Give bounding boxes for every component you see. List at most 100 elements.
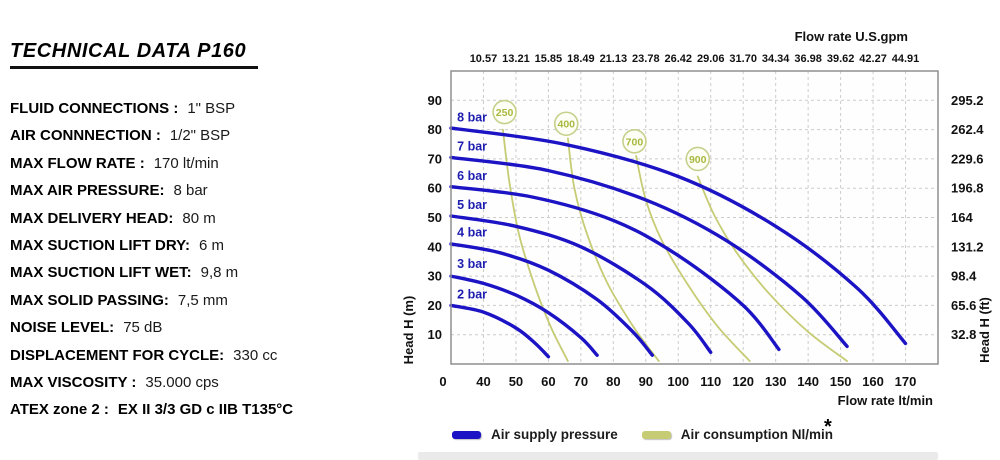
x-top-tick: 44.91: [892, 53, 920, 65]
legend-item-pressure: Air supply pressure: [452, 427, 618, 442]
y-right-axis-title: Head H (ft): [977, 297, 992, 363]
consumption-bubble-label: 400: [557, 119, 575, 131]
spec-value: EX II 3/3 GD c IIB T135°C: [117, 401, 294, 419]
spec-value: 6 m: [199, 237, 225, 255]
y-left-axis-title: Head H (m): [401, 296, 416, 365]
consumption-curve-700: [635, 155, 751, 362]
x-top-tick: 39.62: [827, 53, 855, 65]
pressure-curve-6-bar: [449, 185, 781, 352]
x-top-tick: 13.21: [502, 53, 530, 65]
y-left-tick: 70: [428, 151, 442, 166]
spec-row-2: MAX FLOW RATE : 170 lt/min: [10, 150, 410, 177]
x-bottom-axis-title: Flow rate lt/min: [838, 393, 933, 408]
y-left-tick: 60: [428, 181, 442, 196]
x-top-tick: 18.49: [567, 53, 595, 65]
consumption-curve-400: [567, 137, 660, 362]
y-left-tick: 50: [428, 210, 442, 225]
consumption-swatch: [641, 430, 671, 439]
x-tick: 40: [476, 374, 490, 389]
x-tick: 60: [541, 374, 555, 389]
x-tick: 170: [895, 374, 917, 389]
y-right-tick: 164: [951, 210, 973, 225]
spec-label: AIR CONNNECTION :: [10, 127, 161, 145]
pressure-curve-label: 7 bar: [457, 140, 487, 154]
spec-row-4: MAX DELIVERY HEAD: 80 m: [10, 205, 410, 232]
spec-label: FLUID CONNECTIONS :: [10, 100, 179, 117]
pressure-curve-7-bar: [449, 155, 849, 349]
spec-row-0: FLUID CONNECTIONS : 1" BSP: [10, 95, 410, 122]
pressure-curve-2-bar: [449, 303, 551, 359]
spec-value: 75 dB: [123, 319, 163, 337]
pressure-curve-label: 5 bar: [457, 198, 487, 212]
x-top-tick: 42.27: [859, 53, 887, 65]
spec-label: MAX AIR PRESSURE:: [10, 182, 165, 200]
x-tick: 160: [862, 374, 884, 389]
x-tick: 150: [830, 374, 852, 389]
x-top-tick: 36.98: [794, 53, 822, 65]
spec-value: 7,5 mm: [177, 291, 228, 309]
x-tick: 130: [765, 374, 787, 389]
consumption-bubble-900: [685, 146, 711, 172]
pressure-swatch: [452, 430, 481, 439]
spec-row-5: MAX SUCTION LIFT DRY: 6 m: [10, 232, 410, 259]
spec-label: NOISE LEVEL:: [10, 319, 115, 337]
consumption-bubble-250: [492, 99, 517, 125]
x-tick: 50: [509, 374, 523, 389]
x-tick-zero: 0: [439, 374, 446, 389]
pressure-curve-label: 8 bar: [457, 110, 487, 124]
pressure-curve-label: 4 bar: [457, 226, 487, 240]
spec-value: 80 m: [182, 209, 216, 227]
consumption-bubbles: 250 400 700 900: [492, 99, 711, 172]
y-left-tick: 40: [428, 239, 442, 254]
consumption-bubble-label: 900: [689, 154, 707, 166]
spec-value: 170 lt/min: [153, 154, 219, 172]
x-top-tick: 34.34: [762, 53, 790, 65]
spec-label: MAX VISCOSITY :: [10, 374, 137, 392]
pressure-curve-label: 3 bar: [457, 257, 487, 271]
x-tick: 140: [797, 374, 819, 389]
x-top-tick: 10.57: [470, 53, 498, 65]
page-title: TECHNICAL DATA P160: [10, 40, 259, 69]
spec-row-3: MAX AIR PRESSURE: 8 bar: [10, 177, 410, 204]
y-left-tick: 80: [428, 122, 442, 137]
pressure-curve-5-bar: [449, 214, 713, 354]
x-tick: 90: [639, 374, 653, 389]
y-left-ticks: 10 20 30 40 50 60 70 80 90: [428, 93, 442, 342]
plot-area: [451, 71, 938, 364]
footnote-asterisk: *: [824, 416, 832, 438]
y-right-tick: 65.6: [951, 298, 976, 313]
y-right-tick: 196.8: [951, 181, 984, 196]
spec-row-9: DISPLACEMENT FOR CYCLE: 330 cc: [10, 342, 410, 369]
x-top-ticks: 10.57 13.21 15.85 18.49 21.13 23.78 26.42 29.06…: [470, 53, 920, 65]
spec-label: MAX DELIVERY HEAD:: [10, 209, 174, 227]
spec-list: FLUID CONNECTIONS : 1" BSP AIR CONNNECTION…: [10, 95, 410, 424]
x-tick: 100: [667, 374, 689, 389]
x-top-tick: 26.42: [665, 53, 693, 65]
x-tick: 80: [606, 374, 620, 389]
x-top-tick: 31.70: [729, 53, 757, 65]
consumption-curve-900: [696, 175, 848, 362]
y-right-tick: 98.4: [951, 269, 977, 284]
pressure-curve-label: 2 bar: [457, 287, 487, 301]
spec-label: MAX SUCTION LIFT DRY:: [10, 237, 190, 255]
consumption-legend-label: Air consumption Nl/min: [680, 427, 834, 442]
x-top-tick: 29.06: [697, 53, 725, 65]
spec-row-11: ATEX zone 2 : EX II 3/3 GD c IIB T135°C: [10, 396, 410, 423]
spec-value: 9,8 m: [200, 264, 239, 282]
y-right-tick: 295.2: [951, 93, 984, 108]
consumption-bubble-label: 250: [496, 107, 514, 119]
spec-row-7: MAX SOLID PASSING: 7,5 mm: [10, 287, 410, 314]
y-right-tick: 229.6: [951, 151, 984, 166]
plot-frame: [450, 70, 939, 365]
spec-row-1: AIR CONNNECTION : 1/2" BSP: [10, 122, 410, 149]
x-top-tick: 21.13: [600, 53, 628, 65]
pressure-curve-3-bar: [449, 274, 599, 357]
performance-chart: 250 400 70 0 900 8 bar 7 bar 6 bar 5 bar 4 bar 3 b…: [401, 29, 992, 408]
spec-label: MAX SUCTION LIFT WET:: [10, 264, 192, 282]
consumption-bubble-400: [553, 111, 579, 137]
x-top-tick: 15.85: [535, 53, 563, 65]
pressure-curve-label: 6 bar: [457, 169, 487, 183]
spec-value: 330 cc: [233, 346, 278, 364]
pressure-curves: [449, 126, 908, 359]
pressure-legend-label: Air supply pressure: [491, 427, 618, 442]
